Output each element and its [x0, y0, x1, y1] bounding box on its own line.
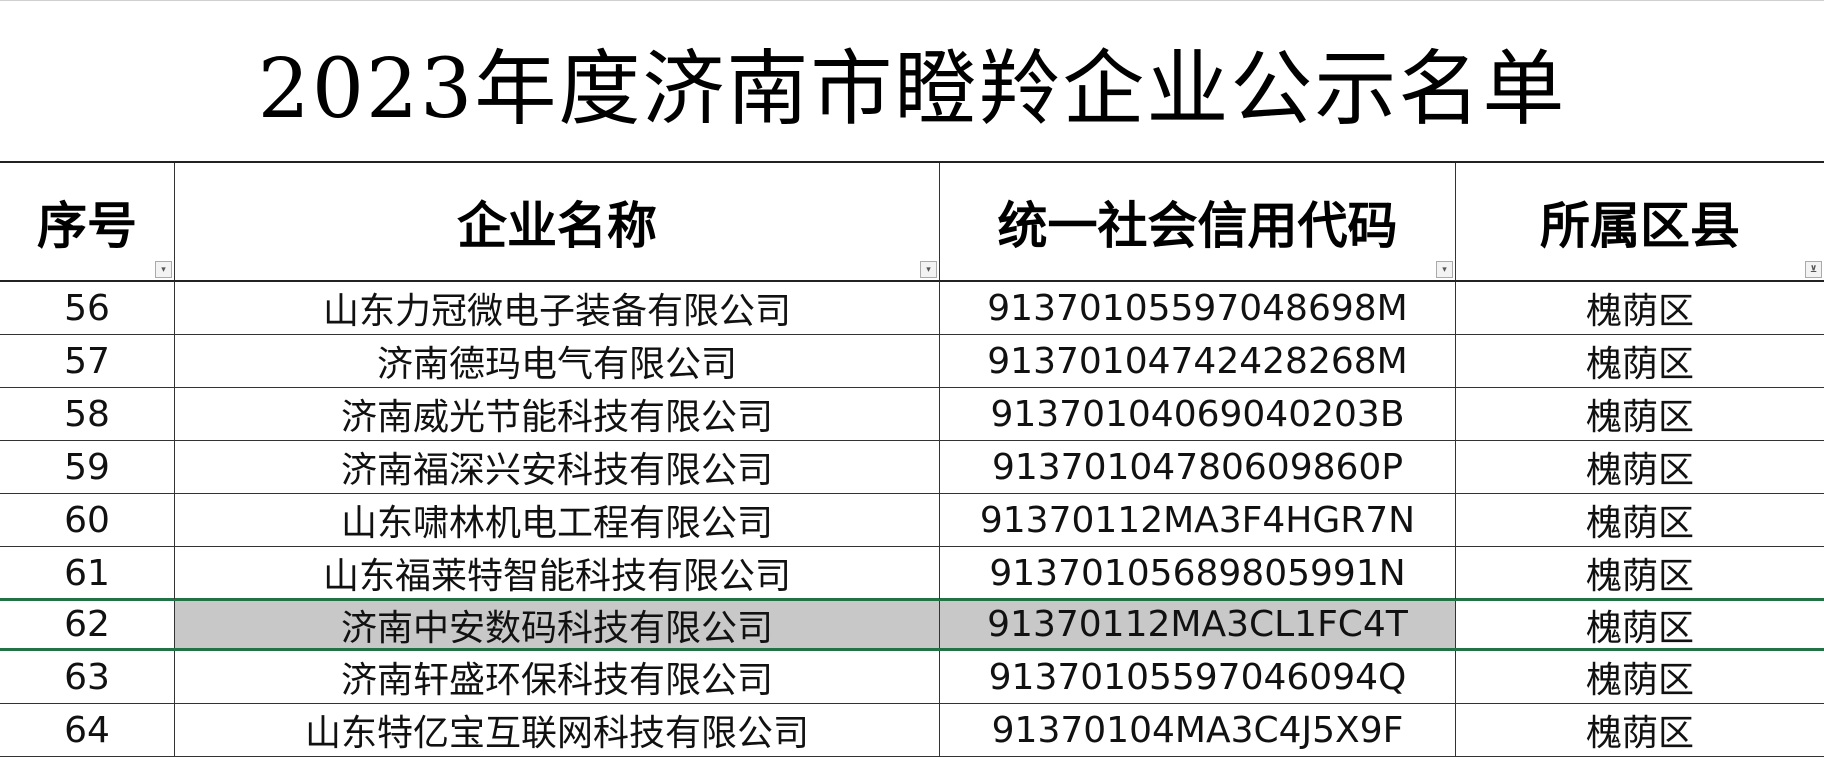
header-row: 序号 ▾ 企业名称 ▾ 统一社会信用代码 ▾ 所属区县 ⊻: [0, 163, 1824, 282]
cell-company-name[interactable]: 济南德玛电气有限公司: [175, 335, 940, 387]
col-header-district[interactable]: 所属区县 ⊻: [1456, 163, 1824, 280]
cell-index[interactable]: 57: [0, 335, 175, 387]
column-label: 所属区县: [1540, 196, 1740, 255]
table-row[interactable]: 58 济南威光节能科技有限公司 91370104069040203B 槐荫区: [0, 388, 1824, 441]
sheet-title[interactable]: 2023年度济南市瞪羚企业公示名单: [0, 0, 1824, 163]
cell-district[interactable]: 槐荫区: [1585, 713, 1694, 754]
cell-index[interactable]: 61: [0, 547, 175, 599]
cell-index[interactable]: 58: [0, 388, 175, 440]
cell-district[interactable]: 槐荫区: [1585, 344, 1694, 385]
cell-credit-code[interactable]: 91370105689805991N: [940, 547, 1456, 599]
table-body: 56 山东力冠微电子装备有限公司 91370105597048698M 槐荫区 57 济南…: [0, 282, 1824, 757]
table-row[interactable]: 60 山东啸林机电工程有限公司 91370112MA3F4HGR7N 槐荫区: [0, 494, 1824, 547]
column-label: 企业名称: [457, 196, 657, 255]
cell-index[interactable]: 60: [0, 494, 175, 546]
col-header-credit-code[interactable]: 统一社会信用代码 ▾: [940, 163, 1456, 280]
cell-credit-code[interactable]: 91370104069040203B: [940, 388, 1456, 440]
cell-index[interactable]: 64: [0, 704, 175, 756]
cell-credit-code[interactable]: 91370112MA3F4HGR7N: [940, 494, 1456, 546]
cell-credit-code[interactable]: 91370104780609860P: [940, 441, 1456, 493]
cell-credit-code[interactable]: 91370105597048698M: [940, 282, 1456, 334]
column-label: 序号: [37, 196, 137, 255]
cell-index[interactable]: 62: [0, 601, 175, 648]
cell-credit-code[interactable]: 91370104MA3C4J5X9F: [940, 704, 1456, 756]
col-header-company[interactable]: 企业名称 ▾: [175, 163, 940, 280]
table-row[interactable]: 59 济南福深兴安科技有限公司 91370104780609860P 槐荫区: [0, 441, 1824, 494]
cell-credit-code[interactable]: 91370104742428268M: [940, 335, 1456, 387]
col-header-index[interactable]: 序号 ▾: [0, 163, 175, 280]
table-row[interactable]: 57 济南德玛电气有限公司 91370104742428268M 槐荫区: [0, 335, 1824, 388]
cell-company-name[interactable]: 山东啸林机电工程有限公司: [175, 494, 940, 546]
cell-district[interactable]: 槐荫区: [1585, 450, 1694, 491]
cell-company-name[interactable]: 山东福莱特智能科技有限公司: [175, 547, 940, 599]
cell-district[interactable]: 槐荫区: [1585, 503, 1694, 544]
filter-active-icon[interactable]: ⊻: [1805, 261, 1822, 278]
cell-company-name[interactable]: 济南轩盛环保科技有限公司: [175, 651, 940, 703]
cell-district[interactable]: 槐荫区: [1585, 556, 1694, 597]
table-row[interactable]: 63 济南轩盛环保科技有限公司 91370105597046094Q 槐荫区: [0, 651, 1824, 704]
cell-credit-code[interactable]: 91370112MA3CL1FC4T: [940, 601, 1456, 648]
cell-company-name[interactable]: 山东特亿宝互联网科技有限公司: [175, 704, 940, 756]
filter-dropdown-icon[interactable]: ▾: [920, 261, 937, 278]
cell-index[interactable]: 59: [0, 441, 175, 493]
cell-district[interactable]: 槐荫区: [1585, 660, 1694, 701]
cell-company-name[interactable]: 济南福深兴安科技有限公司: [175, 441, 940, 493]
table-row[interactable]: 56 山东力冠微电子装备有限公司 91370105597048698M 槐荫区: [0, 282, 1824, 335]
cell-district[interactable]: 槐荫区: [1585, 397, 1694, 438]
cell-district[interactable]: 槐荫区: [1456, 601, 1824, 649]
table-row[interactable]: 64 山东特亿宝互联网科技有限公司 91370104MA3C4J5X9F 槐荫区: [0, 704, 1824, 757]
cell-credit-code[interactable]: 91370105597046094Q: [940, 651, 1456, 703]
filter-dropdown-icon[interactable]: ▾: [155, 261, 172, 278]
cell-index[interactable]: 63: [0, 651, 175, 703]
cell-company-name[interactable]: 山东力冠微电子装备有限公司: [175, 282, 940, 334]
cell-company-name[interactable]: 济南威光节能科技有限公司: [175, 388, 940, 440]
cell-district[interactable]: 槐荫区: [1585, 291, 1694, 332]
table-row[interactable]: 61 山东福莱特智能科技有限公司 91370105689805991N 槐荫区: [0, 547, 1824, 600]
table-row-selected[interactable]: 62 济南中安数码科技有限公司 91370112MA3CL1FC4T 槐荫区: [0, 598, 1824, 651]
cell-company-name[interactable]: 济南中安数码科技有限公司: [175, 601, 940, 649]
column-label: 统一社会信用代码: [997, 196, 1398, 255]
cell-index[interactable]: 56: [0, 282, 175, 334]
filter-dropdown-icon[interactable]: ▾: [1436, 261, 1453, 278]
